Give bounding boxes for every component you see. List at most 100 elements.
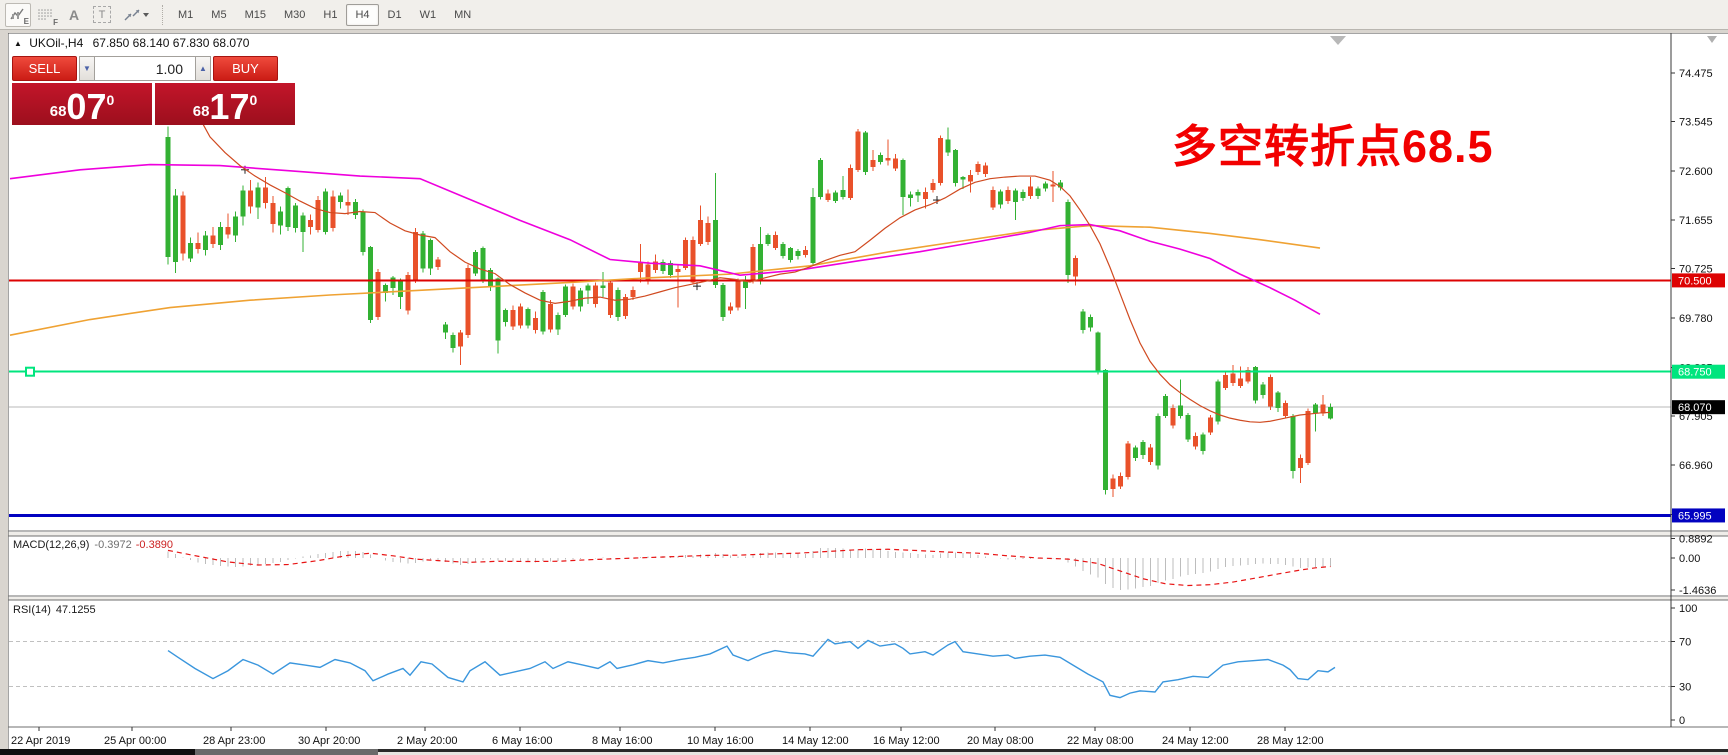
candle — [668, 263, 673, 276]
charts-e-letter: E — [23, 16, 29, 26]
tf-button-M1[interactable]: M1 — [178, 8, 194, 21]
candle — [1058, 182, 1063, 188]
candle — [488, 269, 493, 288]
candle — [1283, 403, 1288, 417]
candle — [353, 202, 358, 216]
candle — [375, 272, 381, 317]
candle — [270, 203, 276, 225]
candle — [570, 286, 576, 307]
candle — [450, 335, 456, 349]
candle — [563, 286, 568, 315]
tf-button-W1[interactable]: W1 — [419, 8, 437, 21]
tf-button-MN[interactable]: MN — [454, 8, 472, 21]
candle — [180, 195, 186, 254]
time-axis-label: 22 May 08:00 — [1067, 735, 1134, 747]
trade-controls-row: SELL ▼ ▲ BUY — [12, 56, 296, 81]
buy-button[interactable]: BUY — [213, 56, 278, 81]
macd-name: MACD(12,26,9) — [13, 539, 90, 551]
time-axis-label: 10 May 16:00 — [687, 735, 754, 747]
time-axis-label: 6 May 16:00 — [492, 735, 553, 747]
candle — [630, 289, 636, 298]
buy-price-box[interactable]: 68 17 0 — [155, 83, 295, 125]
symbol-triangle-icon: ▲ — [14, 39, 22, 48]
candle — [473, 252, 478, 274]
candle — [600, 285, 606, 289]
time-axis-label: 28 Apr 23:00 — [203, 735, 265, 747]
candle — [720, 285, 726, 317]
candle — [878, 155, 883, 162]
sell-price-prefix: 68 — [49, 103, 67, 120]
volume-input[interactable] — [95, 56, 195, 81]
tf-button-M5[interactable]: M5 — [211, 8, 227, 21]
sell-price-sup: 0 — [106, 92, 115, 108]
macd-signal-value: -0.3890 — [135, 539, 174, 551]
text-box-tool-icon[interactable]: T — [89, 3, 115, 27]
candle — [233, 216, 238, 236]
letter-t-box: T — [93, 6, 111, 23]
candle — [788, 248, 793, 261]
time-axis-label: 14 May 12:00 — [782, 735, 849, 747]
sell-price-big: 07 — [66, 85, 107, 127]
symbol-ohlc-header: ▲ UKOil-,H4 67.850 68.140 67.830 68.070 — [14, 36, 249, 50]
candle — [900, 159, 906, 197]
candle — [1193, 435, 1198, 447]
sell-button[interactable]: SELL — [12, 56, 77, 81]
candle — [1155, 416, 1161, 466]
candle — [765, 235, 771, 244]
tf-button-M30[interactable]: M30 — [283, 8, 306, 21]
candle — [300, 215, 306, 232]
tf-button-D1[interactable]: D1 — [387, 8, 402, 21]
price-tick-label: 70.725 — [1679, 264, 1713, 276]
candle — [1043, 183, 1048, 189]
axis-scroll-arrow — [1707, 36, 1717, 43]
candle — [645, 264, 651, 282]
text-label-tool-icon[interactable]: A — [61, 3, 87, 27]
candle — [773, 235, 778, 249]
toolbar-band — [0, 30, 1728, 33]
candle — [555, 314, 561, 330]
tf-button-H1[interactable]: H1 — [323, 8, 338, 21]
price-badge — [1672, 400, 1725, 415]
candle — [435, 259, 441, 267]
rsi-name: RSI(14) — [13, 604, 51, 616]
candle — [1148, 447, 1153, 462]
candle — [285, 188, 291, 228]
candle — [1208, 417, 1213, 433]
price-badge-text: 70.500 — [1678, 275, 1712, 287]
grid-f-icon[interactable]: F — [33, 3, 59, 27]
candle — [825, 193, 831, 201]
candle — [443, 324, 448, 333]
candle — [293, 205, 298, 229]
price-badge — [1672, 364, 1725, 379]
one-click-trade-panel: SELL ▼ ▲ BUY 68 07 0 68 17 0 — [12, 56, 296, 125]
drawing-tools-dropdown-icon[interactable] — [117, 3, 155, 27]
candles — [165, 126, 1333, 497]
volume-decrease-button[interactable]: ▼ — [79, 56, 95, 81]
candle — [975, 164, 981, 172]
candle — [1080, 311, 1086, 330]
candle — [1260, 384, 1266, 396]
candle — [1140, 442, 1146, 456]
chevron-down-icon — [143, 12, 149, 17]
candle — [848, 168, 853, 198]
candle — [1028, 186, 1033, 196]
price-tick-label: 74.475 — [1679, 68, 1713, 80]
volume-increase-button[interactable]: ▲ — [195, 56, 211, 81]
tf-button-H4[interactable]: H4 — [346, 3, 379, 26]
hline-anchor[interactable] — [25, 366, 35, 377]
candle — [705, 223, 711, 242]
candle — [953, 149, 958, 183]
candle — [540, 291, 546, 332]
tf-button-M15[interactable]: M15 — [244, 8, 266, 21]
candle — [1178, 405, 1183, 417]
candle — [1328, 407, 1333, 419]
sell-price-box[interactable]: 68 07 0 — [12, 83, 152, 125]
candle — [1245, 370, 1251, 382]
candle — [1118, 476, 1123, 487]
mini-chart-icon — [10, 8, 24, 19]
price-badge — [1672, 508, 1725, 523]
candle — [660, 262, 666, 272]
candle — [593, 285, 598, 304]
charts-e-icon[interactable]: E — [5, 2, 31, 27]
